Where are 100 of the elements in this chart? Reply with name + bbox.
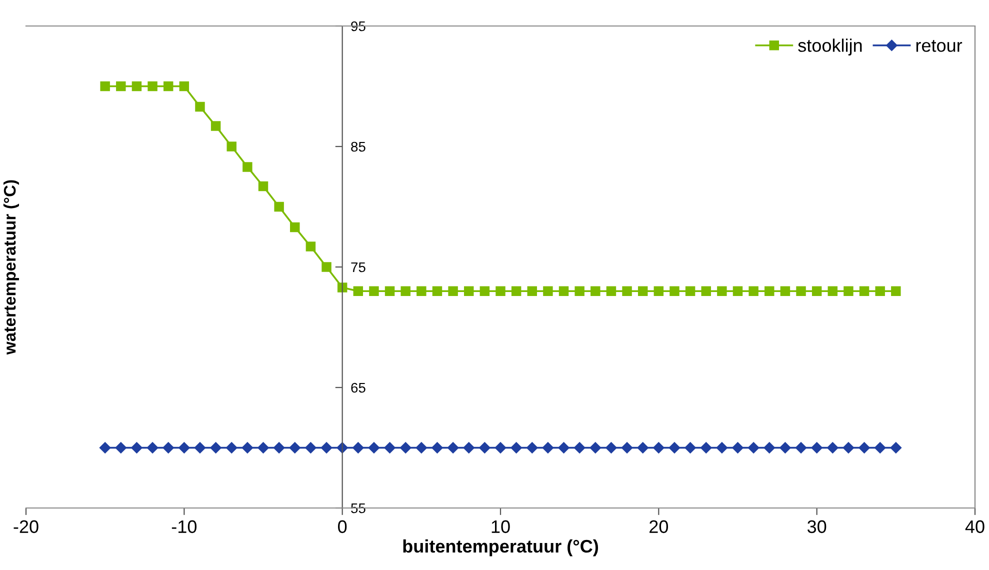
point bbox=[891, 286, 901, 296]
x-axis-title: buitentemperatuur (°C) bbox=[403, 539, 598, 556]
point bbox=[258, 442, 269, 454]
x-tick-label: 40 bbox=[965, 520, 984, 534]
point bbox=[448, 286, 458, 296]
point bbox=[179, 81, 190, 92]
point bbox=[590, 442, 602, 454]
point bbox=[115, 442, 127, 454]
y-tick-label: 65 bbox=[351, 382, 366, 393]
point bbox=[163, 81, 174, 92]
x-tick-label: 10 bbox=[492, 520, 510, 534]
point bbox=[463, 442, 474, 454]
point bbox=[258, 181, 268, 192]
point bbox=[305, 442, 316, 454]
point bbox=[400, 286, 410, 296]
point bbox=[480, 286, 490, 296]
legend-label: retour bbox=[916, 40, 962, 52]
point bbox=[764, 286, 774, 296]
point bbox=[764, 442, 775, 454]
point bbox=[242, 442, 254, 454]
point bbox=[242, 162, 252, 172]
x-tick-label: -20 bbox=[14, 520, 38, 534]
point bbox=[858, 442, 870, 454]
point bbox=[653, 442, 664, 454]
point bbox=[226, 442, 238, 454]
point bbox=[290, 222, 300, 232]
point bbox=[195, 102, 205, 112]
point bbox=[416, 286, 426, 296]
point bbox=[812, 286, 822, 296]
point bbox=[732, 442, 744, 454]
point bbox=[875, 286, 885, 296]
point bbox=[828, 286, 838, 296]
point bbox=[210, 121, 221, 131]
point bbox=[844, 286, 854, 296]
point bbox=[842, 442, 854, 454]
point bbox=[116, 81, 126, 92]
point bbox=[274, 202, 284, 212]
point bbox=[543, 286, 553, 296]
point bbox=[526, 442, 538, 454]
point bbox=[574, 442, 586, 454]
point bbox=[496, 286, 506, 296]
point bbox=[654, 286, 664, 296]
point bbox=[542, 442, 554, 454]
point bbox=[606, 286, 616, 296]
point bbox=[701, 286, 711, 296]
point bbox=[811, 442, 822, 454]
x-tick-label: 0 bbox=[338, 520, 347, 534]
point bbox=[716, 442, 728, 454]
point bbox=[306, 242, 316, 252]
point bbox=[322, 262, 332, 272]
point bbox=[700, 442, 712, 454]
point bbox=[320, 442, 332, 454]
point bbox=[432, 442, 443, 454]
point bbox=[621, 442, 633, 454]
point bbox=[146, 442, 158, 454]
point bbox=[685, 286, 696, 296]
y-axis-title: watertemperatuur (°C) bbox=[3, 180, 19, 355]
point bbox=[874, 442, 886, 454]
point bbox=[748, 286, 758, 296]
point bbox=[416, 442, 428, 454]
point bbox=[464, 286, 474, 296]
point bbox=[668, 442, 680, 454]
point bbox=[352, 442, 364, 454]
point bbox=[400, 442, 412, 454]
point bbox=[99, 442, 111, 454]
point bbox=[859, 286, 870, 296]
point bbox=[510, 442, 522, 454]
point bbox=[527, 286, 537, 296]
y-tick-label: 75 bbox=[351, 262, 366, 272]
point bbox=[684, 442, 696, 454]
point bbox=[590, 286, 600, 296]
point bbox=[148, 81, 158, 92]
point bbox=[337, 282, 348, 292]
point bbox=[717, 286, 727, 296]
point bbox=[637, 442, 648, 454]
point bbox=[796, 286, 806, 296]
point bbox=[226, 142, 236, 152]
point bbox=[178, 442, 190, 454]
point bbox=[384, 286, 395, 296]
point bbox=[606, 442, 617, 454]
point bbox=[432, 286, 442, 296]
point bbox=[780, 442, 791, 454]
point bbox=[162, 442, 174, 454]
legend-label: stooklijn bbox=[798, 38, 862, 56]
point bbox=[384, 442, 396, 454]
point bbox=[511, 286, 522, 296]
point bbox=[780, 286, 790, 296]
point bbox=[494, 442, 506, 454]
point bbox=[131, 442, 142, 454]
point bbox=[827, 442, 838, 454]
point bbox=[447, 442, 459, 454]
point bbox=[558, 286, 569, 296]
point bbox=[670, 286, 680, 296]
point bbox=[795, 442, 807, 454]
point bbox=[353, 286, 364, 296]
point bbox=[273, 442, 285, 454]
point bbox=[194, 442, 206, 454]
point bbox=[890, 442, 902, 454]
x-tick-label: 30 bbox=[807, 520, 826, 534]
point bbox=[100, 81, 110, 92]
